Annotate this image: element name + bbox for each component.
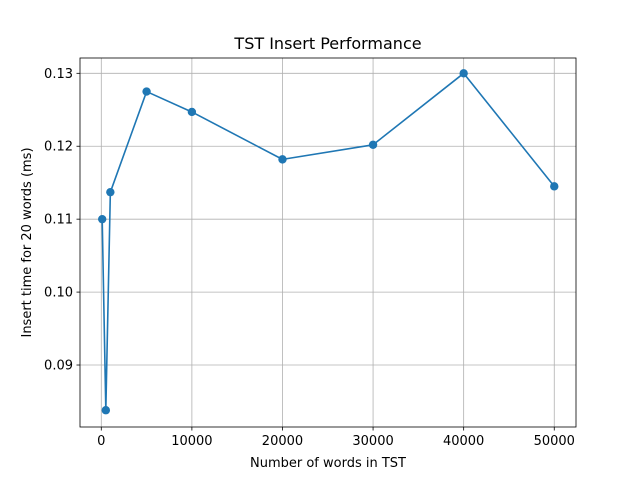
data-point [106,187,115,197]
data-point [142,87,151,96]
data-point [101,406,111,415]
grid [80,58,576,427]
y-tick-label: 0.13 [44,67,73,82]
ticks: 0 10000 20000 30000 40000 50000 0.09 0.10 0.11 0.… [44,67,575,449]
x-tick-label: 30000 [352,434,393,449]
y-tick-label: 0.10 [44,286,73,301]
plot-frame [79,57,577,428]
x-tick-label: 50000 [534,434,575,449]
series-layer [97,69,559,415]
data-point [97,214,107,224]
data-point [187,107,197,117]
y-tick-label: 0.12 [44,140,73,155]
x-tick-label: 0 [97,434,105,449]
data-point [459,69,468,78]
data-point [278,155,287,164]
data-point [550,182,559,191]
x-axis-label: Number of words in TST [250,456,406,471]
chart-title: TST Insert Performance [233,34,421,53]
y-tick-label: 0.09 [44,359,73,374]
y-axis-label: Insert time for 20 words (ms) [20,147,35,337]
x-tick-label: 20000 [262,434,303,449]
y-tick-label: 0.11 [44,213,73,228]
data-point [368,140,378,149]
x-tick-label: 40000 [443,434,484,449]
x-tick-label: 10000 [171,434,212,449]
